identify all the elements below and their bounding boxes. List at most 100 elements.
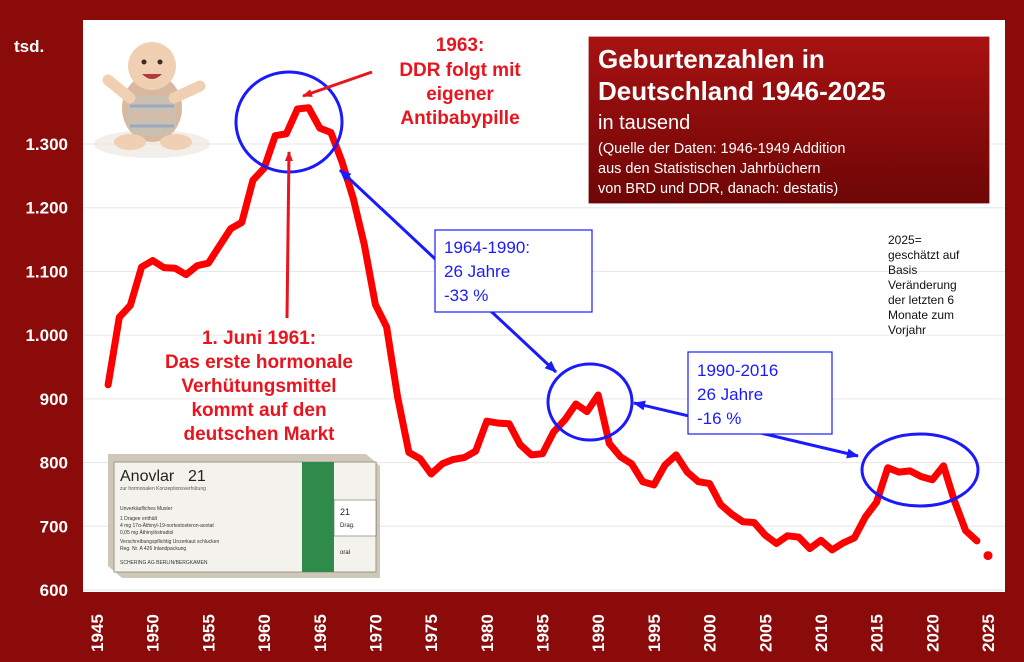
data-point: [127, 301, 134, 309]
data-point: [528, 451, 535, 459]
x-tick-label: 1985: [534, 614, 553, 652]
data-point: [550, 428, 557, 436]
data-point: [851, 534, 858, 541]
x-tick-label: 2015: [868, 614, 887, 652]
data-point: [216, 242, 223, 250]
package-brand: Anovlar: [120, 468, 175, 485]
data-point: [205, 259, 212, 267]
info-box-2-line-2: 26 Jahre: [697, 385, 763, 404]
annotation-pill-line-5: deutschen Markt: [184, 424, 336, 445]
package-side-unit: Drag.: [340, 523, 355, 529]
y-tick-label: 600: [40, 581, 68, 600]
highlight-ellipse-1990: [546, 362, 634, 442]
data-point: [817, 537, 825, 544]
data-point: [238, 219, 245, 226]
data-point: [639, 478, 646, 485]
package-rx-2: Reg. Nr. A 426 Inlandpackung: [120, 546, 186, 552]
data-point: [283, 130, 290, 138]
x-tick-label: 1980: [478, 614, 497, 652]
annotation-ddr-line-4: Antibabypille: [400, 108, 519, 129]
x-tick-label: 1955: [199, 614, 218, 652]
annotation-pill-line-3: Verhütungsmittel: [181, 376, 336, 397]
data-point: [706, 480, 713, 487]
chart-source-line-3: von BRD und DDR, danach: destatis): [598, 181, 838, 197]
y-tick-label: 900: [40, 390, 68, 409]
data-point: [895, 468, 903, 476]
data-point: [182, 271, 190, 278]
annotation-ddr-line-2: DDR folgt mit: [399, 60, 521, 81]
data-point: [327, 129, 335, 136]
data-point: [494, 419, 502, 427]
data-point: [750, 519, 758, 526]
annotation-pill-line-4: kommt auf den: [191, 400, 326, 421]
arrow-pill-launch: [284, 151, 293, 319]
arrow-ddr-pill: [302, 70, 373, 98]
data-point: [427, 470, 435, 478]
data-point: [828, 546, 836, 554]
x-tick-label: 2025: [979, 614, 998, 652]
package-subline: zur hormonalen Konzeptionsverhütung: [120, 486, 206, 492]
annotation-ddr-line-1: 1963:: [436, 35, 485, 56]
data-point: [762, 532, 769, 539]
y-axis-unit-label: tsd.: [14, 37, 44, 56]
x-tick-label: 1965: [311, 614, 330, 652]
data-point: [349, 194, 357, 202]
data-point: [606, 440, 613, 447]
data-point: [929, 476, 936, 483]
data-point: [717, 501, 724, 508]
data-point: [160, 264, 168, 271]
package-side-number: 21: [340, 507, 350, 517]
info-box-2-line-1: 1990-2016: [697, 361, 778, 380]
projection-2025-point: [983, 551, 993, 561]
data-point: [628, 460, 635, 468]
x-tick-label: 1945: [88, 614, 107, 652]
annotation-pill-line-1: 1. Juni 1961:: [202, 328, 316, 349]
x-tick-label: 1990: [589, 614, 608, 652]
note-2025-line-6: Monate zum: [888, 308, 954, 322]
info-box-1-line-2: 26 Jahre: [444, 262, 510, 281]
data-point: [739, 518, 747, 526]
anovlar-package: Anovlar 21 zur hormonalen Konzeptionsver…: [108, 454, 380, 578]
data-point: [940, 462, 947, 469]
data-point: [439, 460, 446, 468]
data-point: [461, 454, 468, 461]
data-point: [695, 478, 702, 485]
data-point: [973, 537, 981, 545]
data-point: [249, 177, 257, 184]
info-box-1-line-1: 1964-1990:: [444, 238, 530, 257]
chart-title-line-1: Geburtenzahlen in: [598, 44, 825, 74]
baby-illustration: [94, 42, 210, 158]
y-tick-label: 1.000: [25, 326, 68, 345]
data-point: [361, 241, 368, 248]
info-box-2-line-3: -16 %: [697, 409, 741, 428]
note-2025-line-3: Basis: [888, 263, 917, 277]
data-point: [116, 314, 123, 321]
data-point: [338, 158, 346, 166]
data-point: [650, 481, 658, 489]
package-number: 21: [188, 468, 206, 485]
data-point: [583, 408, 591, 415]
data-point: [394, 394, 401, 401]
x-axis: 1945 1950 1955 1960 1965 1970 1975 1980 1985 1990…: [88, 614, 998, 652]
data-point: [661, 461, 669, 469]
info-box-1-line-3: -33 %: [444, 286, 488, 305]
y-axis: 600 700 800 900 1.000 1.100 1.200 1.300: [25, 135, 68, 600]
data-point: [149, 257, 156, 264]
data-point: [505, 420, 513, 427]
annotation-ddr-line-3: eigener: [426, 84, 494, 105]
note-2025-line-4: Veränderung: [888, 278, 957, 292]
info-box-1964-1990: 1964-1990: 26 Jahre -33 %: [434, 229, 593, 313]
data-point: [405, 449, 413, 456]
note-2025-line-7: Vorjahr: [888, 323, 926, 337]
data-point: [450, 456, 457, 463]
chart-title-line-2: Deutschland 1946-2025: [598, 76, 886, 106]
data-point: [138, 263, 145, 271]
data-point: [517, 441, 524, 448]
x-tick-label: 2000: [701, 614, 720, 652]
package-side-route: oral: [340, 550, 350, 556]
data-point: [572, 400, 580, 408]
data-point: [906, 467, 914, 475]
x-tick-label: 2020: [923, 614, 942, 652]
data-point: [194, 262, 201, 269]
